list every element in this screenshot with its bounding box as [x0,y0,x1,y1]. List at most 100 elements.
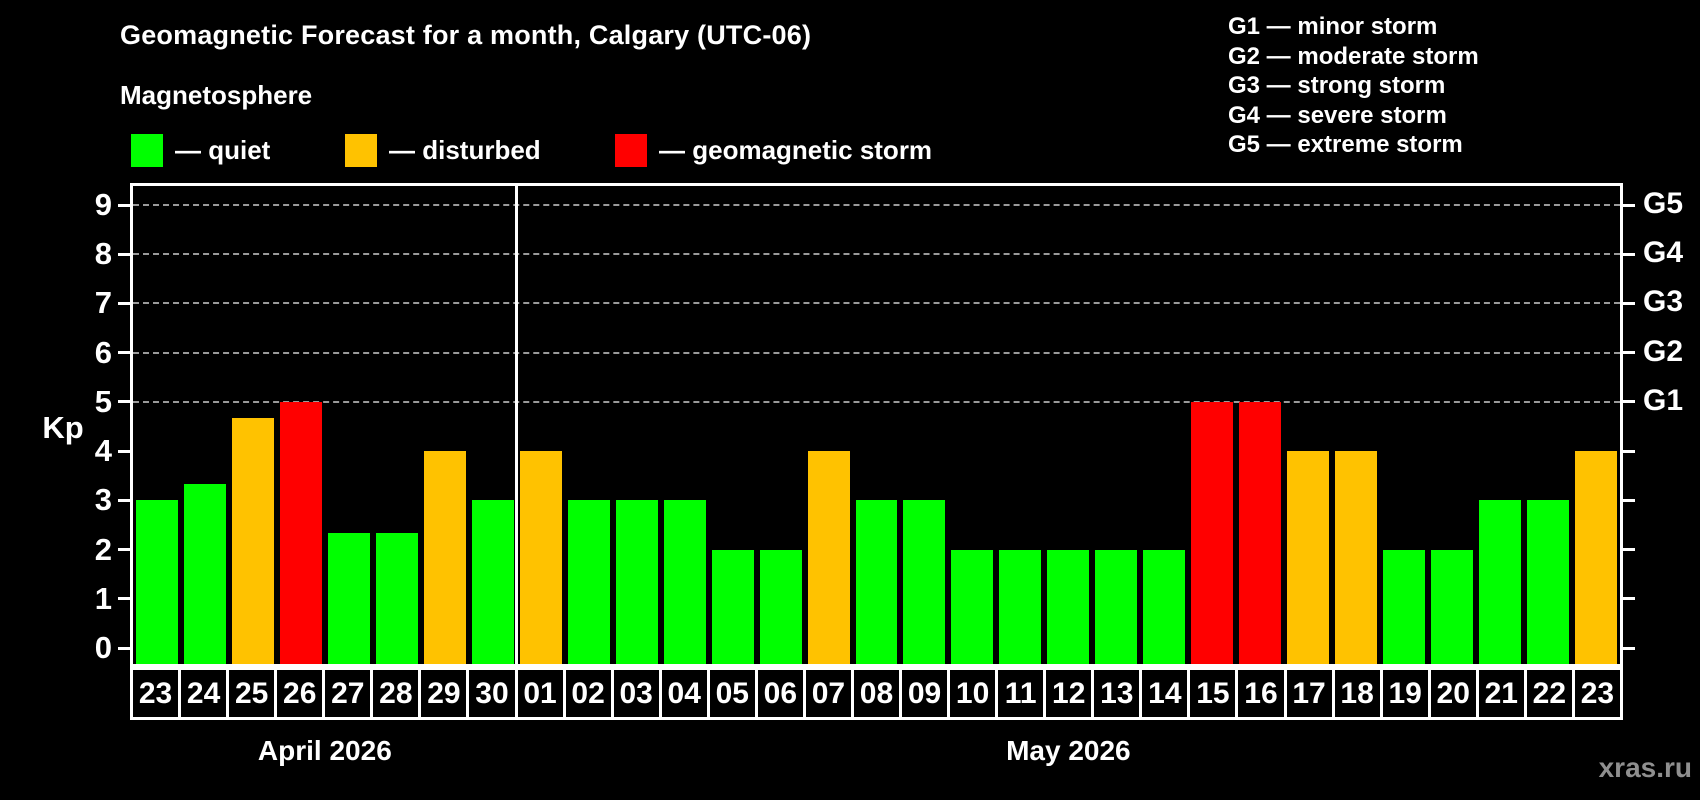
g-scale-item-g5: G5 — extreme storm [1228,131,1463,159]
g-scale-item-g2: G2 — moderate storm [1228,42,1479,70]
date-cell-may-19: 19 [1379,670,1428,717]
kp-bar-18 [1335,451,1378,664]
month-separator-line [515,186,519,664]
kp-bar-30 [471,500,514,664]
date-cell-may-14: 14 [1139,670,1187,717]
left-tick-kp2 [118,548,130,552]
date-cell-may-09: 09 [899,670,947,717]
kp-bar-14 [1143,549,1186,664]
date-cell-may-06: 06 [754,670,803,717]
date-cell-may-16: 16 [1235,670,1283,717]
date-cell-may-01: 01 [514,670,563,717]
y-tick-label-0: 0 [94,630,112,665]
legend-item-storm: — geomagnetic storm [615,134,932,167]
left-tick-kp0 [118,646,130,650]
date-cell-apr-26: 26 [274,670,322,717]
right-tick-kp9 [1623,203,1635,207]
y-tick-label-4: 4 [94,433,112,469]
right-tick-kp7 [1623,301,1635,305]
kp-bar-20 [1431,549,1474,664]
kp-bar-04 [663,500,706,664]
kp-bar-26 [279,401,322,664]
kp-bar-12 [1047,549,1090,664]
legend-label-disturbed: — disturbed [389,135,541,165]
date-cell-apr-30: 30 [466,670,514,717]
kp-bar-11 [999,549,1042,664]
date-cell-may-18: 18 [1331,670,1380,717]
left-tick-kp5 [118,400,130,404]
kp-bar-03 [615,500,658,664]
kp-bar-16 [1239,401,1282,664]
quiet-color-swatch [131,134,163,167]
gridline-kp9 [133,204,1620,206]
date-cell-apr-23: 23 [138,676,173,710]
date-cell-apr-24: 24 [178,670,226,717]
date-cell-may-10: 10 [947,670,995,717]
kp-bar-15 [1191,401,1234,664]
kp-bar-01 [519,451,562,664]
left-tick-kp1 [118,597,130,601]
right-tick-kp3 [1623,498,1635,502]
date-cell-may-05: 05 [706,670,755,717]
kp-bar-09 [903,500,946,664]
kp-bar-13 [1095,549,1138,664]
kp-bar-05 [711,549,754,664]
g-scale-item-g4: G4 — severe storm [1228,101,1447,129]
date-cell-may-13: 13 [1091,670,1139,717]
gridline-kp8 [133,253,1620,256]
y-tick-label-3: 3 [94,482,112,518]
kp-bar-08 [855,500,898,664]
kp-bar-23 [136,500,178,664]
date-cell-may-02: 02 [562,670,611,717]
gridline-kp7 [133,302,1620,305]
kp-bar-23 [1575,451,1617,664]
right-tick-kp4 [1623,449,1635,453]
y-tick-label-9: 9 [94,187,112,222]
left-tick-kp6 [118,351,130,355]
legend-label-storm: — geomagnetic storm [659,135,933,165]
legend-item-disturbed: — disturbed [345,134,541,167]
date-cell-may-08: 08 [850,670,899,717]
right-tick-kp1 [1623,597,1635,601]
y-tick-label-8: 8 [94,236,112,272]
legend-item-quiet: — quiet [131,134,270,167]
date-cell-may-21: 21 [1475,670,1524,717]
date-cell-may-03: 03 [610,670,659,717]
page-title: Geomagnetic Forecast for a month, Calgar… [120,20,812,50]
date-cell-apr-29: 29 [418,670,466,717]
legend-label-quiet: — quiet [175,135,271,165]
y-axis-label-kp: Kp [42,410,84,445]
disturbed-color-swatch [345,134,377,167]
kp-bar-28 [375,533,418,664]
date-cell-may-12: 12 [1043,670,1091,717]
plot-area [130,183,1623,667]
date-axis-row: 23 24 25 26 27 28 29 30 01 02 03 04 05 06 07 08 09 10 11 12… [130,667,1623,720]
date-cell-may-11: 11 [995,670,1043,717]
g-tick-label-g2: G2 [1643,334,1684,368]
gridline-kp6 [133,351,1620,354]
right-tick-kp2 [1623,548,1635,552]
y-tick-label-2: 2 [94,531,112,567]
plot-inner [133,186,1620,664]
right-tick-kp6 [1623,351,1635,355]
date-cell-may-22: 22 [1523,670,1572,717]
left-tick-kp4 [118,449,130,453]
watermark: xras.ru [1598,752,1692,783]
g-tick-label-g4: G4 [1643,236,1684,270]
g-tick-label-g1: G1 [1643,383,1684,417]
date-cell-may-17: 17 [1283,670,1332,717]
g-tick-label-g5: G5 [1643,187,1684,220]
kp-bar-07 [807,451,850,664]
kp-bar-02 [567,500,610,664]
month-label-may: May 2026 [1006,735,1131,766]
right-tick-kp5 [1623,400,1635,404]
kp-bar-24 [183,484,226,664]
left-tick-kp7 [118,301,130,305]
left-tick-kp8 [118,252,130,256]
kp-bar-25 [231,418,274,664]
date-cell-may-07: 07 [802,670,851,717]
date-cell-may-15: 15 [1187,670,1235,717]
date-cell-apr-27: 27 [322,670,370,717]
storm-color-swatch [615,134,647,167]
y-tick-label-6: 6 [94,334,112,370]
